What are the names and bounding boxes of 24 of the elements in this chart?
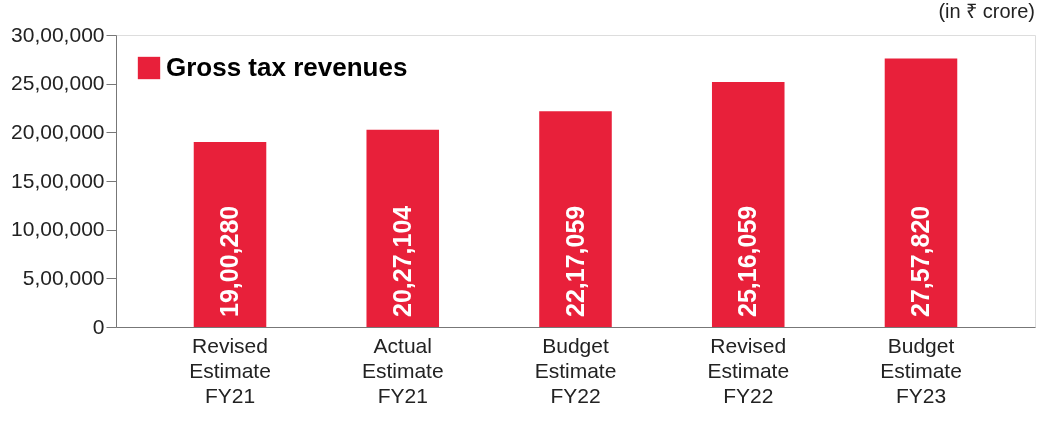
x-tick-label: Revised Estimate FY21 [189, 333, 271, 407]
x-tick-label: Actual Estimate FY21 [361, 333, 444, 407]
data-label: 27,57,820 [905, 205, 934, 317]
y-tick-label: 10,00,000 [11, 217, 105, 241]
legend-label: Gross tax revenues [166, 52, 408, 82]
data-label: 20,27,104 [387, 205, 416, 317]
x-tick-label: Revised Estimate FY22 [707, 333, 790, 407]
bar [711, 82, 785, 327]
y-tick-label: 15,00,000 [11, 168, 105, 192]
y-tick-label: 20,00,000 [11, 119, 105, 143]
data-label: 22,17,059 [560, 205, 589, 317]
bar [193, 142, 267, 327]
y-tick-label: 0 [92, 314, 105, 338]
y-tick-label: 30,00,000 [11, 22, 105, 46]
bar [539, 111, 612, 327]
data-label: 25,16,059 [733, 205, 762, 317]
data-label: 19,00,280 [215, 205, 244, 317]
bar [366, 129, 440, 327]
bar [884, 58, 958, 327]
x-tick-label: Budget Estimate FY23 [880, 333, 962, 407]
y-tick-label: 25,00,000 [11, 71, 105, 95]
text: (in ₹ crore) [938, 0, 1035, 22]
x-tick-label: Budget Estimate FY22 [534, 333, 617, 407]
y-tick-label: 5,00,000 [22, 265, 105, 289]
